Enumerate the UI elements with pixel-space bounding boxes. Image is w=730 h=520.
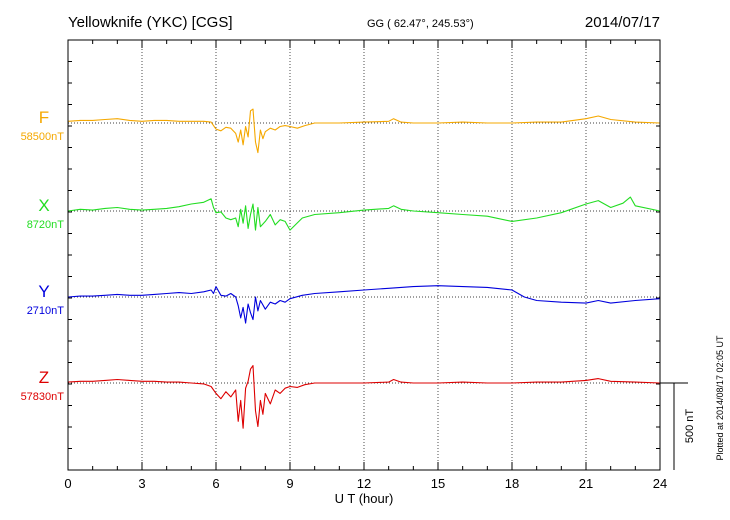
series-line-z bbox=[67, 365, 661, 429]
grid bbox=[141, 40, 587, 470]
series-line-y bbox=[67, 285, 661, 324]
x-tick-label-15: 15 bbox=[431, 476, 445, 491]
x-tick-label-0: 0 bbox=[64, 476, 71, 491]
series-line-f bbox=[67, 108, 661, 154]
series-baseline-value-x: 8720nT bbox=[27, 219, 65, 231]
axis-ticks bbox=[67, 39, 661, 471]
series-name-x: X bbox=[38, 196, 49, 215]
scale-bar-label: 500 nT bbox=[684, 409, 696, 444]
series-labels: F 58500nT X 8720nT Y 2710nT Z 57830nT bbox=[21, 108, 65, 403]
series-name-f: F bbox=[39, 108, 49, 127]
series-baseline-value-z: 57830nT bbox=[21, 391, 65, 403]
x-tick-label-9: 9 bbox=[286, 476, 293, 491]
series-name-y: Y bbox=[38, 282, 49, 301]
x-tick-label-12: 12 bbox=[357, 476, 371, 491]
chart-date: 2014/07/17 bbox=[585, 14, 660, 31]
x-tick-label-21: 21 bbox=[579, 476, 593, 491]
series-lines bbox=[67, 108, 661, 429]
series-baseline-value-f: 58500nT bbox=[21, 131, 65, 143]
scale-bar: 500 nT bbox=[660, 382, 696, 470]
station-coords: GG ( 62.47°, 245.53°) bbox=[367, 18, 474, 30]
x-tick-label-3: 3 bbox=[138, 476, 145, 491]
x-axis-label: U T (hour) bbox=[335, 491, 394, 506]
series-name-z: Z bbox=[39, 368, 49, 387]
series-line-x bbox=[67, 196, 661, 231]
series-baseline-value-y: 2710nT bbox=[27, 305, 65, 317]
plotted-at-note: Plotted at 2014/08/17 02:05 UT bbox=[715, 335, 725, 461]
x-tick-label-24: 24 bbox=[653, 476, 667, 491]
station-title: Yellowknife (YKC) [CGS] bbox=[68, 14, 233, 31]
x-tick-labels: 0 3 6 9 12 15 18 21 24 bbox=[64, 476, 667, 491]
x-tick-label-6: 6 bbox=[212, 476, 219, 491]
plot-frame bbox=[67, 39, 661, 471]
x-tick-label-18: 18 bbox=[505, 476, 519, 491]
